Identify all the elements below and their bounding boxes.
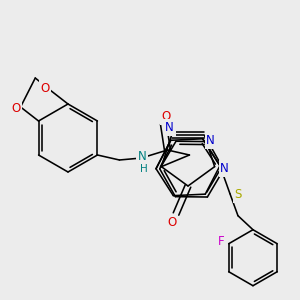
Text: H: H [140,164,147,174]
Text: F: F [218,235,224,248]
Text: O: O [40,82,50,94]
Text: O: O [167,215,177,229]
Text: S: S [234,188,242,201]
Text: O: O [162,110,171,124]
Text: N: N [138,151,147,164]
Text: N: N [220,162,229,175]
Text: N: N [206,134,215,147]
Text: O: O [11,103,20,116]
Text: N: N [165,121,174,134]
